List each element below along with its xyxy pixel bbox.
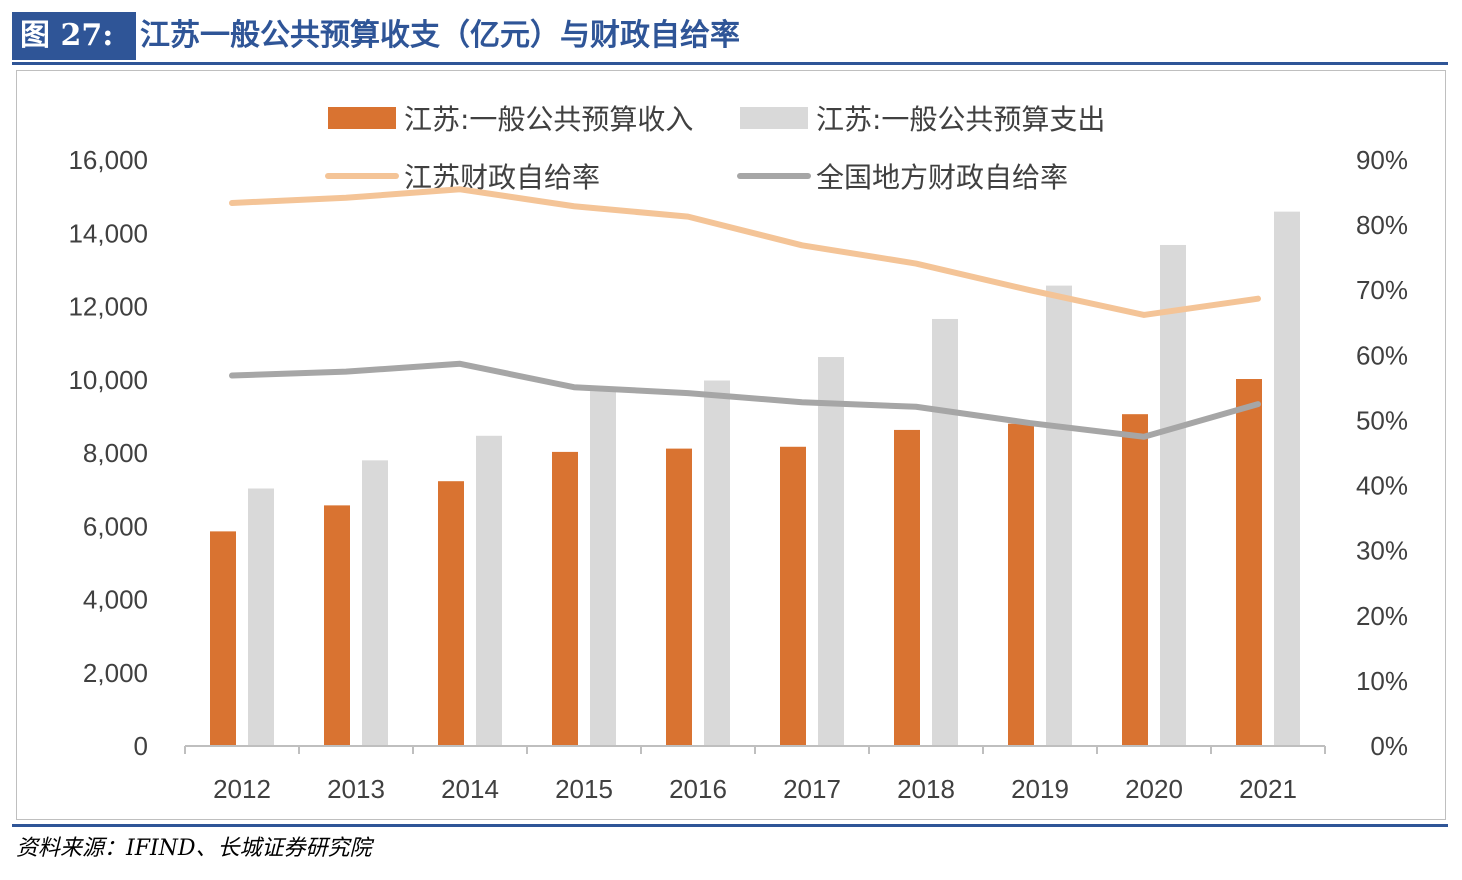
right-tick-label: 60% bbox=[1356, 340, 1408, 370]
source-note: 资料来源：IFIND、长城证券研究院 bbox=[16, 836, 372, 861]
left-tick-label: 10,000 bbox=[68, 365, 148, 395]
revenue-bar bbox=[1008, 423, 1034, 746]
revenue-bar bbox=[1236, 379, 1262, 746]
right-axis: 0% 10% 20% 30% 40% 50% 60% 70% 80% 90% bbox=[1356, 145, 1408, 761]
revenue-bar bbox=[780, 446, 806, 746]
revenue-bar bbox=[552, 451, 578, 746]
legend-swatch bbox=[328, 107, 396, 129]
right-tick-label: 50% bbox=[1356, 405, 1408, 435]
right-tick-label: 0% bbox=[1370, 731, 1408, 761]
right-tick-label: 40% bbox=[1356, 471, 1408, 501]
x-tick-label: 2015 bbox=[555, 774, 613, 804]
expenditure-bar bbox=[476, 435, 502, 746]
figure-title: 江苏一般公共预算收支（亿元）与财政自给率 bbox=[140, 18, 740, 53]
expenditure-bar bbox=[248, 488, 274, 746]
revenue-bar bbox=[666, 448, 692, 746]
left-tick-label: 8,000 bbox=[83, 438, 148, 468]
right-tick-label: 80% bbox=[1356, 210, 1408, 240]
right-tick-label: 20% bbox=[1356, 601, 1408, 631]
x-tick-label: 2018 bbox=[897, 774, 955, 804]
expenditure-bar bbox=[704, 380, 730, 746]
revenue-bar bbox=[1122, 414, 1148, 746]
legend-swatch bbox=[740, 107, 808, 129]
bar-series bbox=[210, 211, 1300, 747]
x-tick-label: 2013 bbox=[327, 774, 385, 804]
expenditure-bar bbox=[590, 391, 616, 746]
left-tick-label: 6,000 bbox=[83, 511, 148, 541]
x-axis: 2012 2013 2014 2015 2016 2017 2018 2019 2020 2021 bbox=[184, 745, 1326, 804]
line-series bbox=[229, 186, 1261, 440]
chart-frame bbox=[16, 70, 1446, 820]
expenditure-bar bbox=[818, 357, 844, 746]
expenditure-bar bbox=[1160, 244, 1186, 746]
x-tick-label: 2012 bbox=[213, 774, 271, 804]
expenditure-bar bbox=[362, 460, 388, 746]
legend-label: 江苏:一般公共预算收入 bbox=[404, 103, 693, 136]
revenue-bar bbox=[324, 505, 350, 746]
title-rule bbox=[12, 62, 1448, 65]
left-tick-label: 12,000 bbox=[68, 292, 148, 322]
x-tick-label: 2014 bbox=[441, 774, 499, 804]
x-tick-label: 2016 bbox=[669, 774, 727, 804]
revenue-bar bbox=[894, 429, 920, 746]
left-tick-label: 2,000 bbox=[83, 658, 148, 688]
figure-label: 图 27: bbox=[12, 12, 136, 60]
expenditure-bar bbox=[1274, 211, 1300, 747]
left-tick-label: 16,000 bbox=[68, 145, 148, 175]
national-ratio-line bbox=[229, 360, 1261, 440]
expenditure-bar bbox=[1046, 285, 1072, 746]
legend-label: 江苏:一般公共预算支出 bbox=[816, 103, 1105, 136]
jiangsu-ratio-line bbox=[229, 186, 1261, 318]
x-tick-label: 2020 bbox=[1125, 774, 1183, 804]
x-tick-label: 2017 bbox=[783, 774, 841, 804]
x-tick-label: 2019 bbox=[1011, 774, 1069, 804]
right-tick-label: 10% bbox=[1356, 666, 1408, 696]
right-tick-label: 30% bbox=[1356, 536, 1408, 566]
right-tick-label: 90% bbox=[1356, 145, 1408, 175]
legend-label: 全国地方财政自给率 bbox=[816, 161, 1068, 194]
left-tick-label: 14,000 bbox=[68, 218, 148, 248]
left-tick-label: 0 bbox=[134, 731, 148, 761]
x-tick-label: 2021 bbox=[1239, 774, 1297, 804]
left-axis: 0 2,000 4,000 6,000 8,000 10,000 12,000 14,000 1… bbox=[68, 145, 148, 761]
expenditure-bar bbox=[932, 318, 958, 746]
footer-rule bbox=[12, 824, 1448, 827]
revenue-bar bbox=[438, 481, 464, 746]
left-tick-label: 4,000 bbox=[83, 585, 148, 615]
revenue-bar bbox=[210, 531, 236, 746]
right-tick-label: 70% bbox=[1356, 275, 1408, 305]
